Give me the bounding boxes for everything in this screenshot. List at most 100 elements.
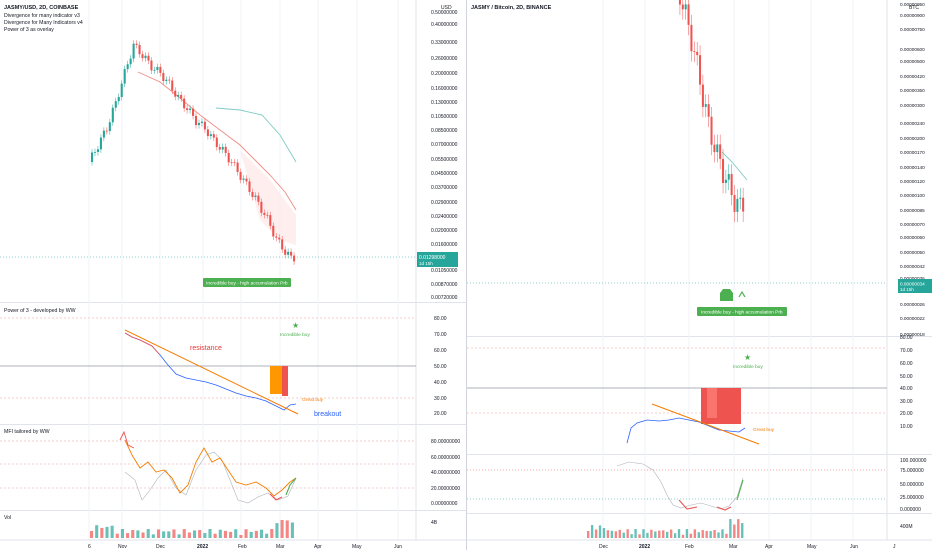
volume-bar [265, 533, 269, 538]
right-axis-unit: BTC [909, 5, 919, 11]
volume-bar [717, 532, 720, 538]
volume-bar [602, 528, 606, 538]
candle-body [111, 107, 114, 123]
candle-body [739, 197, 742, 199]
volume-bar [705, 530, 708, 538]
candle-body [227, 152, 230, 163]
candle-body [251, 191, 254, 197]
right-chart[interactable]: JASMY / Bitcoin, 2D, BINANCE BTC 0.00000… [467, 0, 932, 550]
volume-bar [151, 534, 155, 538]
right-mfi-gray [616, 461, 744, 510]
candle-body [117, 96, 120, 102]
volume-bar [598, 525, 602, 538]
volume-bar [622, 532, 625, 538]
volume-bar [259, 529, 264, 538]
volume-bar [634, 529, 637, 538]
volume-bar [650, 529, 653, 538]
volume-bar [666, 531, 669, 538]
candle-body [710, 116, 713, 145]
left-price-tick: 0.07000000 [431, 142, 458, 148]
candle-body [96, 149, 99, 152]
left-pane1-tick: 50.00 [434, 364, 447, 370]
left-pane2-tick: 40.00000000 [431, 470, 460, 476]
volume-bar [713, 529, 716, 538]
left-resistance-label: resistance [190, 345, 222, 352]
left-price-tick: 0.00870000 [431, 282, 458, 288]
volume-bar [594, 529, 598, 538]
candle-body [278, 237, 281, 240]
right-buy-tick [738, 290, 746, 298]
left-pane1-tick: 70.00 [434, 332, 447, 338]
right-price-tick: 0.00000070 [900, 222, 925, 227]
volume-bar [182, 529, 186, 538]
right-great-buy-label: Great buy [753, 427, 775, 433]
volume-bar [203, 533, 207, 538]
left-chart[interactable]: JASMY/USD, 2D, COINBASE Divergence for m… [0, 0, 466, 550]
volume-bar [162, 531, 166, 538]
candle-body [742, 197, 745, 212]
volume-bar [673, 533, 677, 538]
left-incredible-buy-label: Incredible buy [280, 332, 310, 338]
candle-body [99, 137, 102, 150]
left-pane1-tick: 60.00 [434, 348, 447, 354]
volume-bar [733, 524, 736, 538]
volume-bar [590, 525, 594, 538]
volume-bar [167, 531, 171, 538]
right-price-tick: 0.00000300 [900, 103, 925, 108]
left-pane1-tick: 80.00 [434, 316, 447, 322]
right-price-tick: 0.00000042 [900, 264, 925, 269]
candle-body [266, 214, 269, 216]
volume-bar [737, 519, 740, 538]
volume-bar [280, 520, 284, 538]
left-time-tick: Dec [156, 544, 165, 550]
volume-bar [244, 529, 248, 538]
volume-bar [120, 529, 124, 538]
volume-bar [115, 533, 119, 538]
left-price-tick: 0.50000000 [431, 10, 458, 16]
left-current-price-badge [417, 252, 458, 267]
volume-bar [146, 529, 150, 538]
volume-bar [618, 529, 621, 538]
right-price-tick: 0.00000060 [900, 235, 925, 240]
candle-body [239, 171, 242, 180]
right-current-price: 0.00000034 [900, 282, 925, 287]
volume-bar [110, 525, 114, 538]
candle-body [699, 55, 702, 85]
candle-body [147, 55, 150, 61]
candle-body [716, 144, 719, 153]
candle-body [200, 121, 203, 123]
volume-bar [198, 530, 202, 538]
left-price-tick: 0.03700000 [431, 185, 458, 191]
left-breakout-label: breakout [314, 411, 341, 418]
right-price-tick: 0.00000140 [900, 165, 925, 170]
left-time-tick: Feb [238, 544, 247, 550]
volume-bar [677, 529, 681, 538]
candle-body [183, 98, 186, 109]
volume-bar [642, 529, 645, 538]
candle-body [218, 147, 221, 150]
right-symbol-title: JASMY / Bitcoin, 2D, BINANCE [471, 5, 552, 11]
left-price-tick: 0.01600000 [431, 242, 458, 248]
left-mfi-orange [124, 439, 297, 497]
left-power-bar-red [282, 366, 288, 396]
candle-body [90, 152, 94, 162]
volume-bar [290, 522, 294, 538]
left-time-tick: 6 [88, 544, 91, 550]
volume-bar [213, 533, 217, 538]
right-pane2-tick: 100.000000 [900, 458, 927, 464]
left-time-tick: Nov [118, 544, 127, 550]
candle-body [215, 137, 218, 148]
left-symbol-title: JASMY/USD, 2D, COINBASE [4, 5, 79, 11]
left-current-price: 0.01298000 [419, 255, 446, 261]
right-power-line [626, 417, 746, 444]
left-indicator-1: Divergence for many indicator v3 [4, 13, 80, 19]
right-pane1-tick: 80.00 [900, 335, 913, 341]
right-time-tick: J [893, 544, 896, 550]
candle-body [105, 130, 108, 132]
volume-bar [254, 530, 258, 538]
right-price-tick: 0.00000022 [900, 316, 925, 321]
right-pane2-tick: 0.000000 [900, 507, 921, 513]
left-power-line-red [124, 332, 161, 356]
volume-bar [249, 531, 253, 538]
volume-bar [681, 534, 685, 538]
